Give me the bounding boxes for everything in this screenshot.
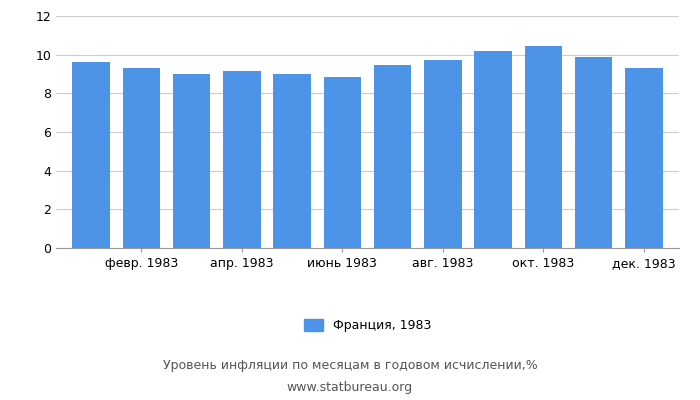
Bar bbox=[122, 68, 160, 248]
Text: Уровень инфляции по месяцам в годовом исчислении,%: Уровень инфляции по месяцам в годовом ис… bbox=[162, 360, 538, 372]
Bar bbox=[323, 77, 361, 248]
Bar bbox=[575, 57, 612, 248]
Bar bbox=[273, 74, 311, 248]
Bar bbox=[424, 60, 462, 248]
Bar bbox=[524, 46, 562, 248]
Bar bbox=[374, 65, 412, 248]
Text: www.statbureau.org: www.statbureau.org bbox=[287, 382, 413, 394]
Bar bbox=[625, 68, 663, 248]
Bar bbox=[475, 51, 512, 248]
Bar bbox=[223, 71, 260, 248]
Bar bbox=[173, 74, 211, 248]
Legend: Франция, 1983: Франция, 1983 bbox=[304, 319, 431, 332]
Bar bbox=[72, 62, 110, 248]
